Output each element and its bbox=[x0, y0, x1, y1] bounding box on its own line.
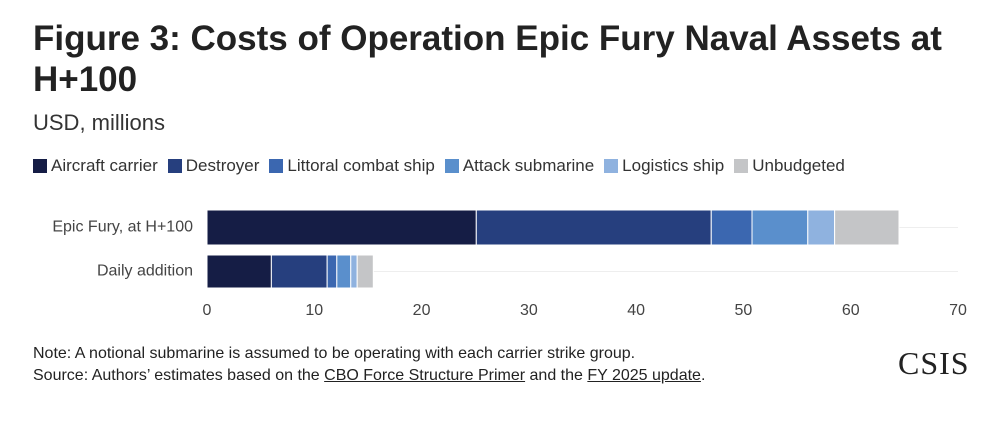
legend-item: Logistics ship bbox=[604, 156, 724, 176]
note: Note: A notional submarine is assumed to… bbox=[33, 345, 636, 362]
chart: Epic Fury, at H+100 Daily addition 0 10 20 30… bbox=[52, 209, 967, 319]
legend-swatch bbox=[269, 159, 284, 173]
x-tick-label: 0 bbox=[203, 302, 212, 319]
legend-item: Littoral combat ship bbox=[269, 156, 435, 176]
x-tick-label: 40 bbox=[627, 302, 645, 319]
bar-segment bbox=[807, 209, 836, 246]
legend-swatch bbox=[734, 159, 749, 173]
legend-label: Unbudgeted bbox=[752, 156, 845, 175]
bar-segment bbox=[356, 254, 374, 289]
source-text: Source: Authors’ estimates based on the bbox=[33, 367, 325, 384]
x-tick-label: 30 bbox=[520, 302, 538, 319]
x-tick-label: 60 bbox=[842, 302, 860, 319]
legend-item: Aircraft carrier bbox=[33, 156, 158, 176]
legend-label: Attack submarine bbox=[462, 156, 595, 175]
bar-segment bbox=[206, 254, 272, 289]
legend-swatch bbox=[444, 159, 459, 173]
bar-segment bbox=[326, 254, 338, 289]
bar-segment bbox=[206, 209, 477, 246]
bar-segment bbox=[336, 254, 352, 289]
legend-item: Destroyer bbox=[167, 156, 260, 176]
legend: Aircraft carrier Destroyer Littoral combat… bbox=[33, 156, 855, 176]
bar-segment bbox=[350, 254, 358, 289]
legend-swatch bbox=[604, 159, 619, 173]
x-tick-label: 10 bbox=[305, 302, 323, 319]
legend-swatch bbox=[167, 159, 182, 173]
bar-segment bbox=[475, 209, 712, 246]
y-tick-label: Epic Fury, at H+100 bbox=[52, 219, 193, 236]
x-tick-label: 20 bbox=[413, 302, 431, 319]
bar-segment bbox=[751, 209, 809, 246]
x-tick-label: 70 bbox=[949, 302, 967, 319]
bar-segment bbox=[710, 209, 753, 246]
legend-label: Destroyer bbox=[185, 156, 260, 175]
source-text: . bbox=[700, 367, 706, 384]
legend-label: Aircraft carrier bbox=[51, 156, 158, 175]
bar-segment bbox=[270, 254, 328, 289]
legend-item: Unbudgeted bbox=[734, 156, 845, 176]
y-tick-label: Daily addition bbox=[97, 263, 193, 280]
source-link[interactable]: CBO Force Structure Primer bbox=[324, 367, 526, 384]
legend-label: Logistics ship bbox=[622, 156, 725, 175]
notes: Note: A notional submarine is assumed to… bbox=[33, 343, 705, 387]
legend-item: Attack submarine bbox=[444, 156, 595, 176]
logo: CSIS bbox=[898, 345, 970, 381]
legend-swatch bbox=[33, 159, 47, 173]
source-text: and the bbox=[525, 367, 588, 384]
x-tick-label: 50 bbox=[735, 302, 753, 319]
bar-segment bbox=[834, 209, 900, 246]
legend-label: Littoral combat ship bbox=[287, 156, 435, 175]
source: Source: Authors’ estimates based on the … bbox=[33, 365, 705, 387]
chart-title: Figure 3: Costs of Operation Epic Fury N… bbox=[33, 19, 942, 99]
source-link[interactable]: FY 2025 update bbox=[587, 367, 701, 384]
chart-subtitle: USD, millions bbox=[33, 110, 166, 135]
